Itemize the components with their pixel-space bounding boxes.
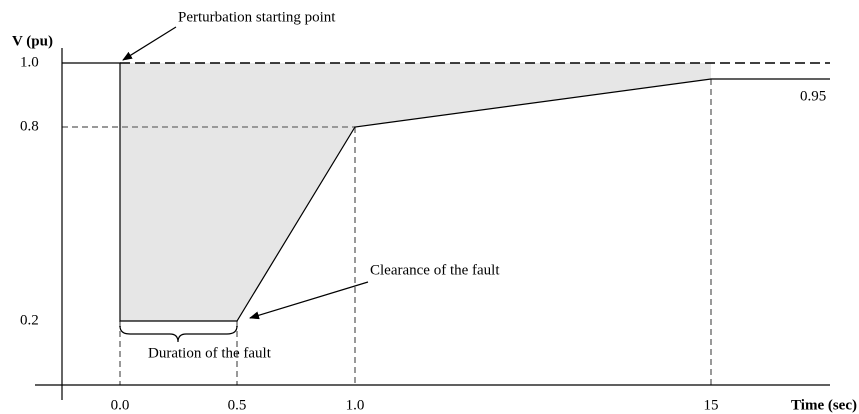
x-tick-label: 0.0: [111, 397, 130, 413]
x-axis-label: Time (sec): [791, 397, 857, 413]
duration-annotation: Duration of the fault: [148, 345, 272, 361]
x-tick-label: 1.0: [346, 397, 365, 413]
y-tick-label: 0.8: [20, 118, 39, 134]
duration-brace: [119, 325, 238, 343]
voltage-curve: [62, 62, 830, 322]
x-tick-label: 15: [704, 397, 719, 413]
clearance-arrow: [249, 281, 369, 320]
start-arrow: [122, 26, 177, 61]
guide-lines: [62, 79, 712, 385]
y-axis-label: V (pu): [12, 33, 53, 49]
final-level-label: 0.95: [800, 88, 826, 104]
clearance-annotation: Clearance of the fault: [370, 262, 500, 278]
x-tick-label: 0.5: [228, 397, 247, 413]
y-tick-label: 1.0: [20, 54, 39, 70]
y-tick-label: 0.2: [20, 312, 39, 328]
shaded-area: [120, 63, 711, 321]
start-annotation: Perturbation starting point: [178, 9, 336, 25]
